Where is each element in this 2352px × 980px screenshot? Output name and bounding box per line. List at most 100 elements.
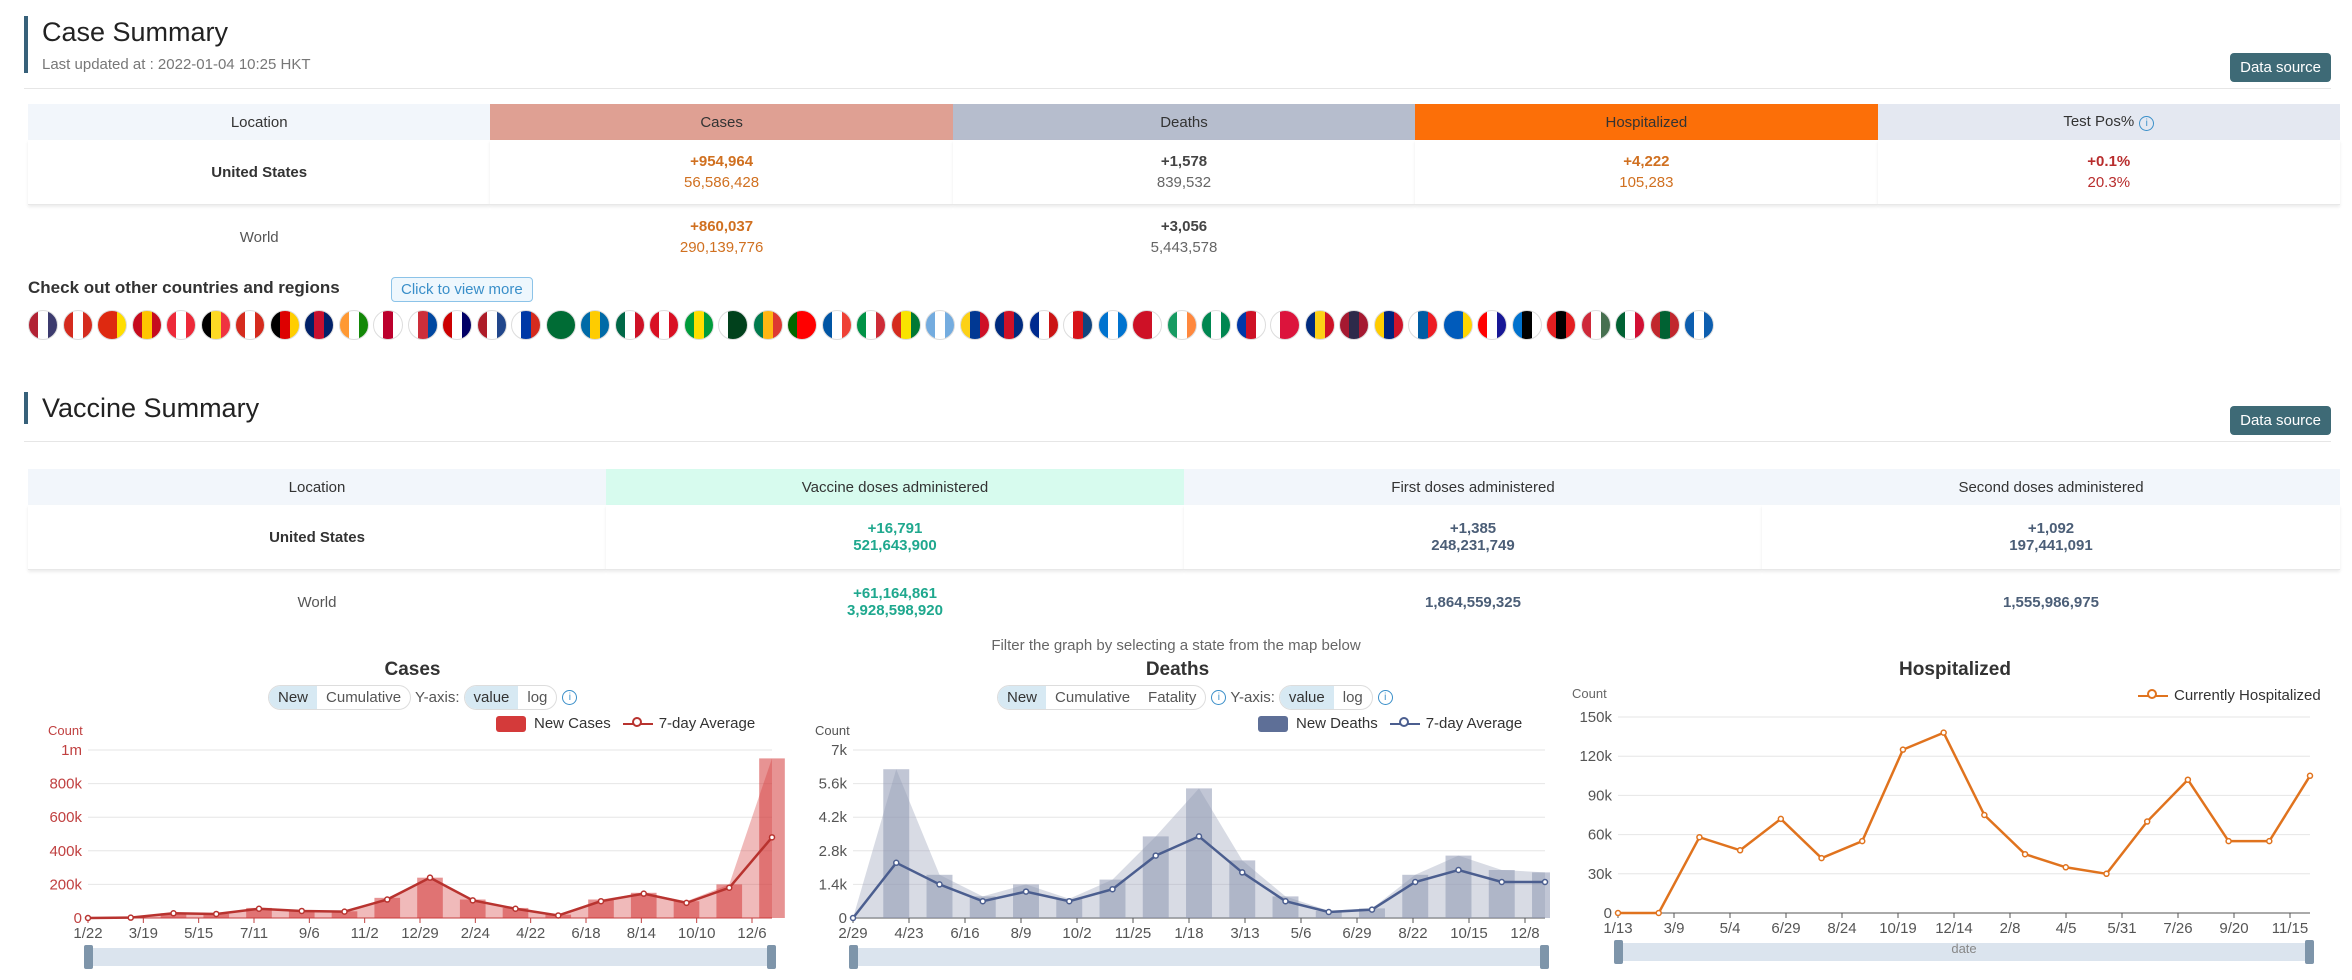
- data-point: [1818, 854, 1825, 862]
- bar: [1056, 898, 1083, 918]
- deaths-new-toggle[interactable]: New: [998, 686, 1047, 709]
- table-row-us[interactable]: United States +954,964 56,586,428 +1,578 8…: [28, 140, 2340, 205]
- ireland-flag[interactable]: [1166, 310, 1197, 340]
- legend-line-swatch[interactable]: [1389, 716, 1420, 727]
- data-point: [726, 884, 733, 892]
- pakistan-flag[interactable]: [718, 310, 748, 340]
- header-cases[interactable]: Cases: [490, 104, 953, 140]
- germany-flag[interactable]: [269, 310, 300, 340]
- india-flag[interactable]: [338, 310, 369, 340]
- colombia-flag[interactable]: [959, 310, 990, 340]
- table-row-us[interactable]: United States +16,791 521,643,900 +1,385 2…: [28, 505, 2340, 570]
- table-row-world[interactable]: World +860,037 290,139,776 +3,056 5,443,57…: [28, 205, 2340, 270]
- deaths-fatality-toggle[interactable]: Fatality: [1148, 689, 1197, 706]
- data-point: [1022, 888, 1030, 895]
- info-icon[interactable]: i: [562, 690, 578, 705]
- deaths-count-label: Count: [815, 723, 850, 738]
- peru-flag[interactable]: [649, 310, 679, 340]
- location-us[interactable]: United States: [28, 140, 491, 205]
- cuba-flag[interactable]: [1028, 310, 1059, 340]
- y-tick-label: 200k: [49, 876, 82, 893]
- legend-line-swatch[interactable]: [2138, 688, 2168, 699]
- indonesia-flag[interactable]: [1132, 310, 1162, 340]
- header-second-doses[interactable]: Second doses administered: [1762, 469, 2340, 505]
- legend-bar-swatch[interactable]: [496, 715, 526, 732]
- deaths-cumulative-toggle[interactable]: Cumulative: [1055, 689, 1131, 706]
- deaths-value-toggle[interactable]: value: [1279, 686, 1334, 709]
- costa-rica-flag[interactable]: [994, 310, 1024, 340]
- netherlands-flag[interactable]: [476, 310, 507, 340]
- korea-flag[interactable]: [407, 310, 438, 340]
- honduras-flag[interactable]: [1097, 310, 1128, 340]
- legend-new-cases[interactable]: New Cases: [534, 715, 611, 732]
- deaths-total-world: 5,443,578: [1150, 239, 1218, 256]
- legend-line-swatch[interactable]: [622, 716, 653, 727]
- info-icon[interactable]: i: [1377, 690, 1393, 705]
- ukraine-flag[interactable]: [1442, 310, 1473, 340]
- belgium-flag[interactable]: [200, 310, 231, 340]
- mexico-flag[interactable]: [614, 310, 645, 340]
- location-us[interactable]: United States: [28, 505, 606, 570]
- japan-flag[interactable]: [373, 310, 403, 340]
- deaths-log-toggle[interactable]: log: [1342, 689, 1363, 706]
- venezuela-flag[interactable]: [1373, 310, 1404, 340]
- header-test-pos[interactable]: Test Pos% i: [1877, 104, 2340, 140]
- cases-log-toggle[interactable]: log: [527, 689, 548, 706]
- view-more-button[interactable]: Click to view more: [391, 277, 533, 302]
- cases-cumulative-toggle[interactable]: Cumulative: [326, 689, 402, 706]
- info-icon[interactable]: i: [1211, 690, 1227, 705]
- legend-7day[interactable]: 7-day Average: [658, 715, 756, 732]
- x-tick-label: 9/20: [2219, 920, 2248, 937]
- greece-flag[interactable]: [1684, 310, 1714, 340]
- vaccine-data-source-button[interactable]: Data source: [2230, 406, 2331, 435]
- china-flag[interactable]: [97, 310, 127, 340]
- location-world[interactable]: World: [297, 593, 337, 611]
- austria-flag[interactable]: [166, 310, 196, 340]
- legend-bar-swatch[interactable]: [1258, 715, 1288, 732]
- croatia-flag[interactable]: [1477, 310, 1507, 340]
- russia-flag[interactable]: [511, 310, 541, 340]
- slovenia-flag[interactable]: [1408, 310, 1438, 340]
- argentina-flag[interactable]: [925, 310, 955, 340]
- hungary-flag[interactable]: [1580, 310, 1611, 340]
- algeria-flag[interactable]: [1615, 310, 1645, 340]
- poland-flag[interactable]: [1270, 310, 1300, 340]
- header-vaccine-doses[interactable]: Vaccine doses administered: [606, 469, 1184, 505]
- table-row-world[interactable]: World +61,164,861 3,928,598,920 1,864,559…: [28, 570, 2340, 635]
- y-tick-label: 30k: [1588, 866, 1613, 883]
- morocco-flag[interactable]: [1649, 310, 1680, 340]
- info-icon[interactable]: i: [2139, 116, 2155, 131]
- portugal-flag[interactable]: [787, 310, 817, 340]
- france-flag[interactable]: [821, 310, 852, 340]
- bolivia-flag[interactable]: [890, 310, 921, 340]
- philippines-flag[interactable]: [1235, 310, 1266, 340]
- legend-new-deaths[interactable]: New Deaths: [1296, 715, 1378, 732]
- spain-flag[interactable]: [131, 310, 162, 340]
- header-deaths[interactable]: Deaths: [952, 104, 1416, 140]
- cases-new-toggle[interactable]: New: [269, 686, 318, 709]
- header-hospitalized[interactable]: Hospitalized: [1415, 104, 1878, 140]
- sweden-flag[interactable]: [580, 310, 610, 340]
- saudi-flag[interactable]: [545, 310, 576, 340]
- estonia-flag[interactable]: [1511, 310, 1542, 340]
- data-point: [1109, 885, 1116, 893]
- romania-flag[interactable]: [1304, 310, 1335, 340]
- header-first-doses[interactable]: First doses administered: [1184, 469, 1762, 505]
- albania-flag[interactable]: [1546, 310, 1576, 340]
- canada-flag[interactable]: [62, 310, 93, 340]
- cases-value-toggle[interactable]: value: [464, 686, 519, 709]
- case-data-source-button[interactable]: Data source: [2230, 53, 2331, 82]
- italy-flag[interactable]: [856, 310, 886, 340]
- us-flag[interactable]: [28, 310, 58, 340]
- brazil-flag[interactable]: [683, 310, 714, 340]
- czech-flag[interactable]: [1063, 310, 1093, 340]
- malaysia-flag[interactable]: [442, 310, 472, 340]
- legend-7day[interactable]: 7-day Average: [1425, 715, 1523, 732]
- switzerland-flag[interactable]: [235, 310, 265, 340]
- uk-flag[interactable]: [304, 310, 334, 340]
- south-africa-flag[interactable]: [752, 310, 783, 340]
- thailand-flag[interactable]: [1339, 310, 1369, 340]
- legend-currently-hospitalized[interactable]: Currently Hospitalized: [2174, 687, 2321, 704]
- nigeria-flag[interactable]: [1201, 310, 1231, 340]
- location-world[interactable]: World: [239, 228, 279, 246]
